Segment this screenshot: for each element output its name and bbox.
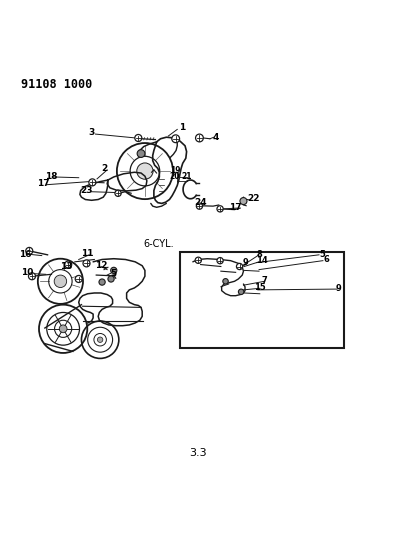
Text: 6: 6 (324, 255, 330, 264)
Circle shape (99, 279, 105, 285)
Circle shape (217, 257, 223, 264)
Text: 16: 16 (19, 249, 32, 259)
Text: 12: 12 (95, 261, 107, 270)
Text: 9: 9 (242, 258, 248, 267)
Circle shape (237, 263, 243, 270)
Circle shape (135, 134, 142, 141)
Text: 17: 17 (38, 180, 50, 189)
Text: 24: 24 (194, 198, 207, 207)
Text: 23: 23 (80, 186, 93, 195)
Text: 2: 2 (102, 164, 108, 173)
Text: 22: 22 (248, 194, 260, 203)
Circle shape (26, 247, 33, 254)
Circle shape (75, 276, 82, 282)
Circle shape (195, 257, 201, 263)
Text: 17: 17 (229, 203, 242, 212)
Circle shape (240, 198, 247, 205)
Text: 21: 21 (181, 172, 192, 181)
Circle shape (65, 261, 72, 268)
Text: 8: 8 (256, 251, 262, 260)
Circle shape (98, 337, 103, 342)
Bar (180, 252, 344, 348)
Circle shape (28, 273, 36, 280)
Text: 18: 18 (45, 172, 58, 181)
Text: 14: 14 (256, 256, 268, 265)
Circle shape (83, 260, 90, 267)
Circle shape (111, 267, 117, 273)
Text: 6-CYL.: 6-CYL. (143, 239, 174, 249)
Text: 3: 3 (88, 128, 95, 138)
Circle shape (223, 279, 228, 284)
Text: 5: 5 (319, 249, 325, 259)
Text: 15: 15 (254, 284, 266, 293)
Text: 3.3: 3.3 (189, 448, 206, 458)
Text: 91108 1000: 91108 1000 (21, 78, 93, 91)
Circle shape (217, 206, 223, 212)
Circle shape (59, 325, 67, 333)
Circle shape (196, 203, 203, 209)
Circle shape (115, 190, 121, 196)
Text: 9: 9 (336, 284, 341, 293)
Circle shape (172, 135, 180, 143)
Circle shape (239, 289, 244, 295)
Circle shape (54, 275, 67, 287)
Circle shape (89, 179, 96, 186)
Text: 13: 13 (60, 262, 72, 271)
Text: 10: 10 (21, 268, 33, 277)
Circle shape (196, 134, 203, 142)
Text: 19: 19 (170, 166, 180, 175)
Circle shape (137, 163, 153, 179)
Text: 4: 4 (213, 133, 219, 142)
Text: 7: 7 (261, 276, 267, 285)
Text: 11: 11 (81, 249, 94, 258)
Text: 20: 20 (170, 172, 180, 181)
Text: 1: 1 (179, 123, 185, 132)
Text: 5: 5 (111, 269, 117, 278)
Circle shape (137, 150, 145, 157)
Circle shape (108, 276, 114, 282)
